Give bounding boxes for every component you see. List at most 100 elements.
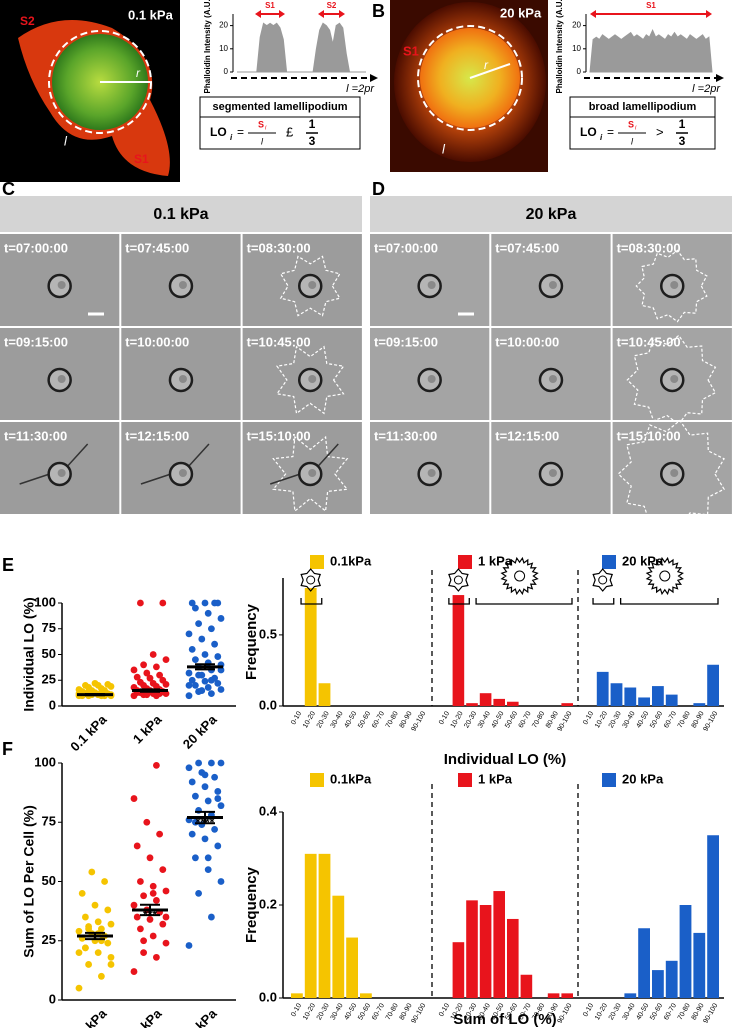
dot (94, 918, 102, 926)
timestamp: t=12:15:00 (495, 428, 559, 443)
dot (85, 925, 92, 933)
dot (149, 679, 157, 687)
y-tick-label: 0.4 (259, 803, 278, 818)
formula: i (600, 133, 603, 142)
dot (162, 913, 170, 921)
dot (217, 615, 225, 622)
x-tick-label: 50-60 (357, 1002, 372, 1021)
timestamp: t=15:10:00 (247, 428, 311, 443)
dot (107, 961, 115, 968)
formula: i (265, 126, 267, 132)
nucleus (548, 281, 557, 289)
dot (137, 925, 144, 933)
cell-outline (500, 556, 539, 596)
x-tick-label: 20-30 (316, 1002, 331, 1021)
dot (211, 825, 219, 833)
dot (137, 599, 144, 607)
bar (466, 900, 478, 998)
dot (201, 783, 209, 791)
dot (143, 669, 151, 677)
y-tick-label: 20 (219, 21, 228, 30)
bar (507, 701, 519, 706)
dot (188, 830, 196, 838)
y-axis-label: Phalloidin Intensity (A.U.) (555, 0, 564, 93)
bracket (619, 598, 719, 605)
dot (153, 897, 160, 904)
x-tick-label: 40-50 (343, 710, 358, 729)
x-axis-label: Sum of LO (%) (453, 1011, 556, 1028)
legend-swatch (602, 773, 616, 787)
y-tick-label: 0 (49, 991, 56, 1006)
micrograph: t=12:15:00 (491, 422, 611, 514)
dot (185, 682, 193, 689)
nucleus (427, 469, 436, 477)
formula-box (199, 96, 361, 150)
x-tick-label: 20 kPa (180, 711, 220, 751)
bracket (300, 598, 323, 605)
dot (214, 653, 222, 660)
dot (146, 674, 154, 682)
x-tick-label: 10-20 (302, 1002, 317, 1021)
dot (85, 961, 92, 968)
dot (192, 792, 199, 800)
cell-outline (635, 249, 708, 323)
formula: 3 (309, 134, 316, 148)
micrograph: t=08:30:00 (242, 234, 362, 326)
bar (452, 595, 465, 706)
protrusion (19, 443, 89, 485)
bar (652, 686, 664, 706)
image-label: r (484, 58, 489, 72)
protrusion (270, 443, 339, 485)
bar (318, 683, 331, 706)
bar (652, 970, 664, 998)
micrograph: t=07:45:00 (491, 234, 611, 326)
timestamp: t=07:45:00 (495, 240, 559, 255)
formula: 1 (679, 117, 686, 131)
legend-label: 1 kPa (478, 771, 513, 786)
dot (82, 944, 89, 952)
y-axis-label: Frequency (243, 603, 260, 680)
cell-outline (275, 345, 345, 415)
dot (130, 795, 138, 802)
micrograph-b (390, 0, 548, 172)
formula: l (261, 136, 264, 146)
x-tick-label: 10-20 (594, 710, 609, 729)
cell-outline (448, 568, 469, 592)
image-label: S1 (403, 43, 419, 58)
nucleus (178, 469, 187, 477)
dot (214, 842, 222, 850)
x-tick-label: 60-70 (663, 710, 678, 729)
micrograph: t=11:30:00 (370, 422, 490, 514)
x-tick-label: 0-10 (438, 1002, 451, 1018)
dot (192, 682, 199, 689)
timestamp: t=11:30:00 (374, 428, 437, 443)
y-axis-label: Frequency (243, 866, 260, 943)
dot (75, 984, 83, 992)
formula: = (237, 125, 244, 139)
sem-bar (85, 931, 105, 941)
image-label: S1 (134, 152, 149, 166)
panel-label: F (2, 739, 13, 759)
dot (204, 797, 212, 805)
formula: £ (286, 124, 294, 139)
bar (624, 687, 637, 706)
dot (217, 759, 225, 767)
bar (693, 932, 706, 998)
dot (107, 920, 115, 928)
dot (208, 913, 215, 921)
y-axis-label: Sum of LO Per Cell (%) (21, 805, 37, 957)
dot (159, 599, 167, 607)
dot (211, 773, 219, 781)
cell-icon (598, 575, 608, 585)
micrograph: t=07:00:00 (370, 234, 490, 326)
legend-swatch (602, 555, 616, 569)
dot (195, 759, 203, 767)
sem-bar (140, 903, 160, 917)
dot (159, 920, 167, 928)
dot (140, 937, 148, 945)
bar (346, 937, 358, 998)
dot (201, 835, 209, 843)
dot (198, 635, 206, 643)
